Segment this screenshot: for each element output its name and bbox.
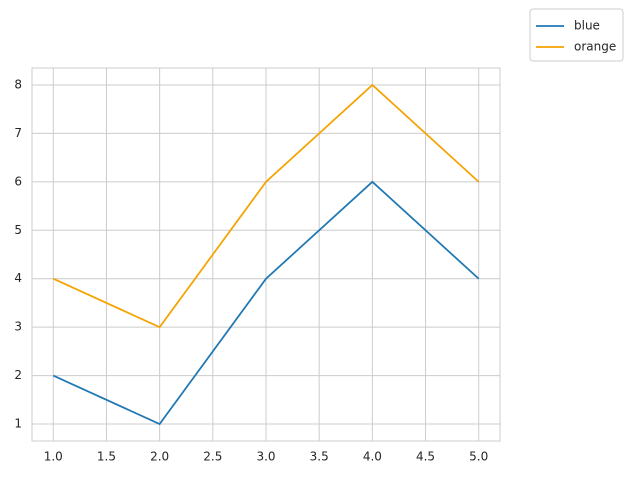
x-tick-label: 5.0 (469, 450, 488, 464)
legend-label: orange (574, 40, 616, 54)
x-tick-label: 4.0 (363, 450, 382, 464)
x-tick-label: 1.5 (97, 450, 116, 464)
x-tick-label: 2.5 (203, 450, 222, 464)
legend-box (529, 8, 624, 62)
y-tick-label: 4 (14, 271, 22, 285)
x-tick-label: 3.0 (256, 450, 275, 464)
line-series (52, 83, 480, 329)
y-tick-label: 3 (14, 320, 22, 334)
x-tick-label: 2.0 (150, 450, 169, 464)
y-tick-label: 8 (14, 77, 22, 91)
line-series (52, 180, 480, 426)
x-tick-label: 1.0 (44, 450, 63, 464)
y-tick-label: 2 (14, 368, 22, 382)
legend-label: blue (574, 19, 600, 33)
y-tick-label: 1 (14, 417, 22, 431)
x-tick-label: 4.5 (416, 450, 435, 464)
x-tick-label: 3.5 (310, 450, 329, 464)
y-tick-label: 7 (14, 126, 22, 140)
y-tick-label: 6 (14, 174, 22, 188)
plot-frame (31, 67, 501, 442)
y-tick-label: 5 (14, 223, 22, 237)
